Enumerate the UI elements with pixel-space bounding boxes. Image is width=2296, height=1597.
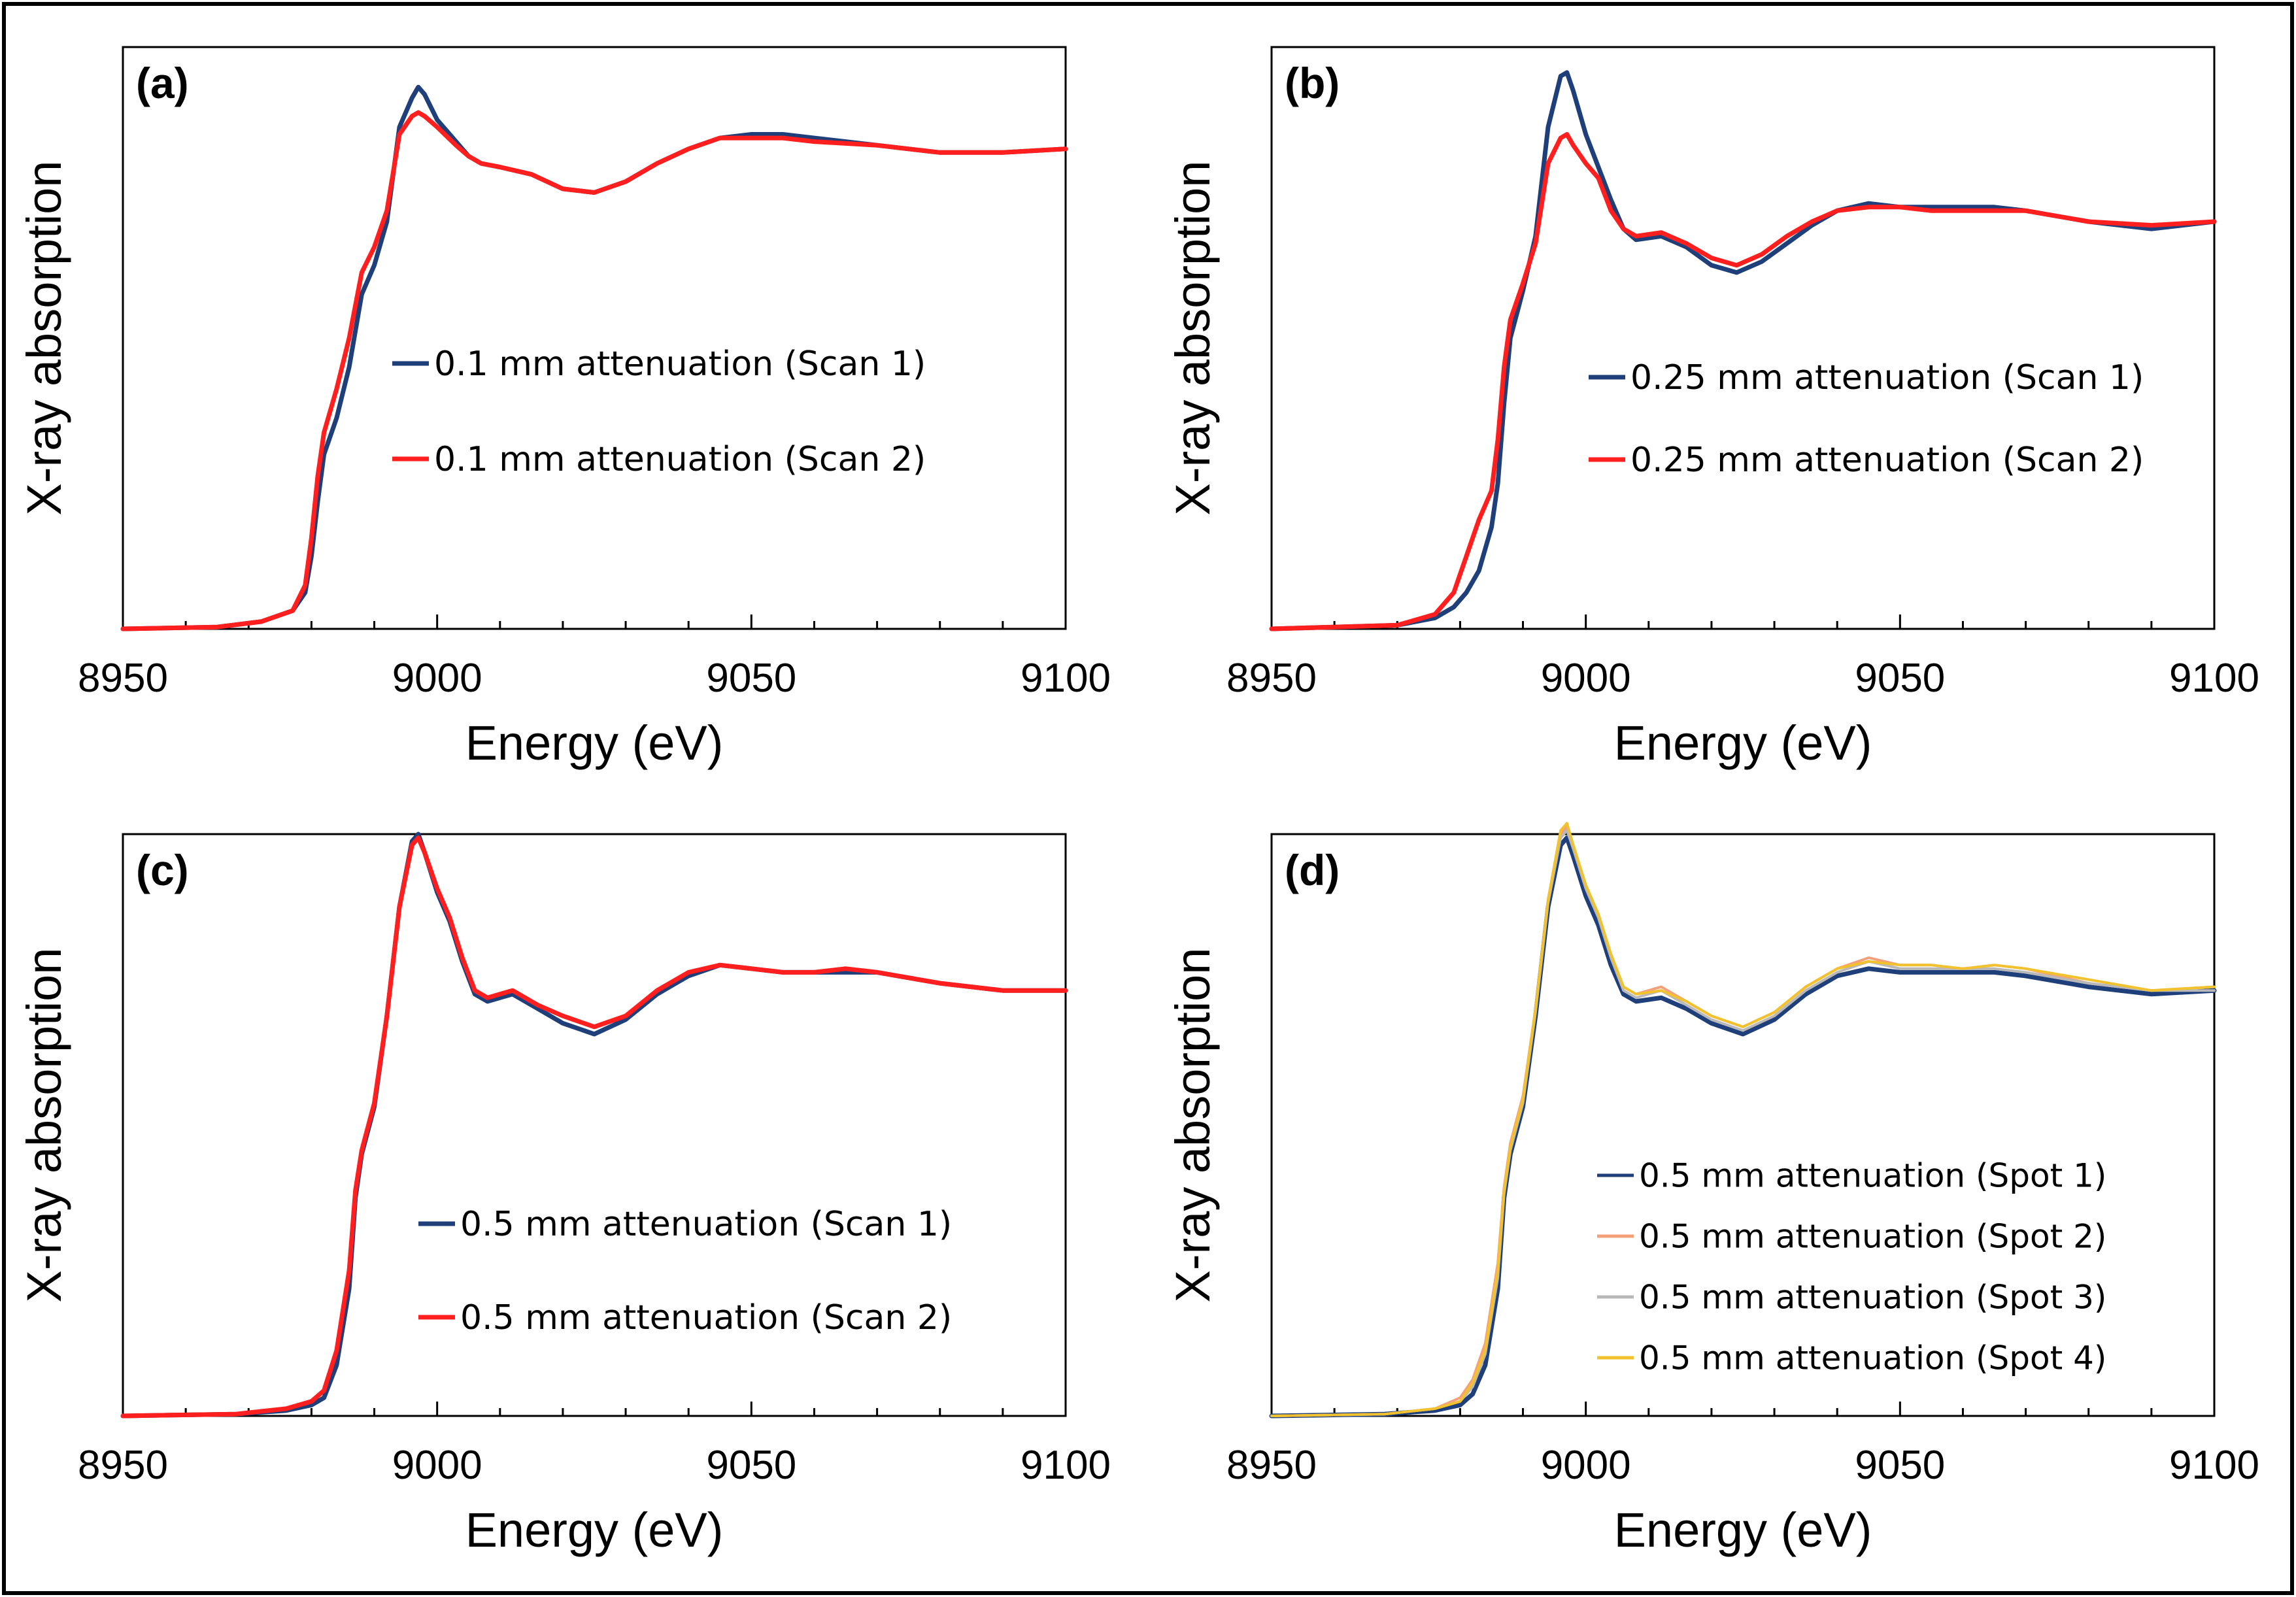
x-tick-label: 9050 [706,656,796,701]
y-axis-label: X-ray absorption [1166,161,1220,516]
x-tick-label: 9050 [1855,1443,1945,1488]
panel-label: (a) [136,59,189,107]
x-tick-label: 9000 [392,1443,482,1488]
plot-area-frame [122,833,1067,1417]
legend: 0.5 mm attenuation (Scan 1) 0.5 mm attenu… [418,1205,952,1337]
x-tick-label: 9050 [1855,656,1945,701]
legend-entry-label: 0.5 mm attenuation (Scan 1) [460,1205,952,1244]
x-axis-label: Energy (eV) [465,716,724,770]
legend-entry-label: 0.25 mm attenuation (Scan 1) [1630,358,2144,397]
x-tick-label: 8950 [1226,1443,1317,1488]
series-line [1269,70,2217,631]
panel-label: (c) [136,846,189,894]
x-tick-label: 9000 [392,656,482,701]
chart-panel-c: 8950 9000 9050 9100 Energy (eV) X-ray absorpt… [17,832,1111,1557]
y-axis-label: X-ray absorption [17,948,71,1303]
x-tick-label: 9000 [1541,656,1631,701]
x-tick-label: 9100 [1021,1443,1111,1488]
legend: 0.1 mm attenuation (Scan 1) 0.1 mm attenu… [392,345,926,479]
x-tick-label: 9100 [1021,656,1111,701]
x-tick-label: 8950 [78,1443,168,1488]
legend-entry-label: 0.5 mm attenuation (Spot 4) [1639,1339,2106,1377]
series-line [120,835,1068,1419]
legend: 0.25 mm attenuation (Scan 1) 0.25 mm atte… [1589,358,2144,480]
series-line [120,110,1068,631]
x-tick-label: 8950 [78,656,168,701]
chart-panel-a: 8950 9000 9050 9100 Energy (eV) X-ray absorpt… [17,46,1111,770]
legend: 0.5 mm attenuation (Spot 1) 0.5 mm attenu… [1597,1157,2106,1377]
x-tick-label: 9100 [2169,1443,2259,1488]
chart-panel-b: 8950 9000 9050 9100 Energy (eV) X-ray absorpt… [1166,46,2259,770]
x-tick-label: 9100 [2169,656,2259,701]
legend-entry-label: 0.5 mm attenuation (Scan 2) [460,1298,952,1337]
series-line [1270,822,2216,1417]
plot-area-frame [1270,46,2216,630]
legend-entry-label: 0.5 mm attenuation (Spot 3) [1639,1279,2106,1317]
plot-area-frame [1270,833,2216,1417]
chart-panel-d: 8950 9000 9050 9100 Energy (eV) X-ray absorpt… [1166,822,2259,1557]
legend-entry-label: 0.5 mm attenuation (Spot 1) [1639,1157,2106,1195]
panel-label: (d) [1285,846,1340,894]
y-axis-label: X-ray absorption [17,161,71,516]
legend-entry-label: 0.1 mm attenuation (Scan 2) [434,440,926,479]
plot-area-frame [122,46,1067,630]
y-axis-label: X-ray absorption [1166,948,1220,1303]
legend-entry-label: 0.1 mm attenuation (Scan 1) [434,345,926,384]
x-axis-label: Energy (eV) [465,1503,724,1557]
x-tick-label: 8950 [1226,656,1317,701]
x-tick-label: 9000 [1541,1443,1631,1488]
x-tick-label: 9050 [706,1443,796,1488]
legend-entry-label: 0.5 mm attenuation (Spot 2) [1639,1218,2106,1256]
legend-entry-label: 0.25 mm attenuation (Scan 2) [1630,441,2144,480]
x-axis-label: Energy (eV) [1614,716,1872,770]
x-axis-label: Energy (eV) [1614,1503,1872,1557]
series-line [1269,835,2217,1419]
panel-label: (b) [1285,59,1340,107]
series-line [1269,132,2217,631]
series-line [120,84,1068,631]
